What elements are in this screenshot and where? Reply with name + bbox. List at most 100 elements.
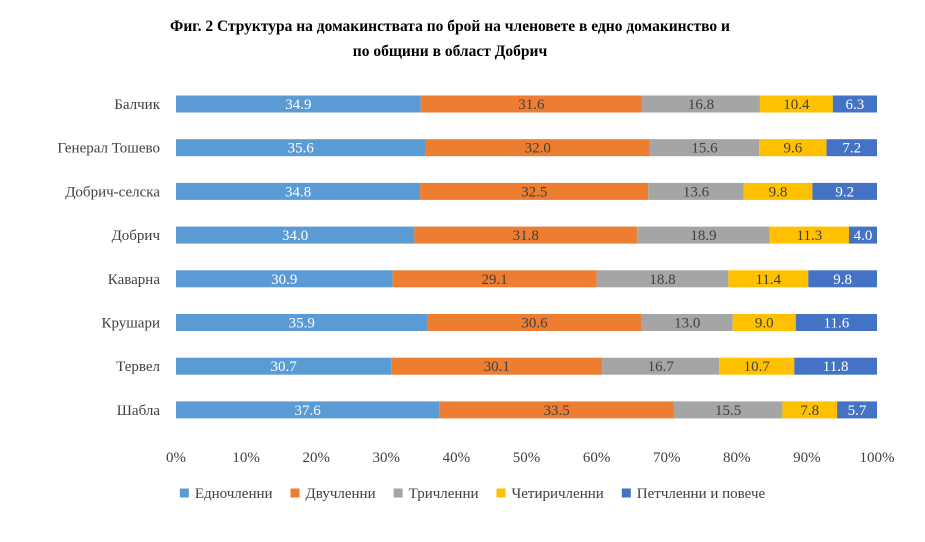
data-label: 4.0 (854, 228, 873, 244)
data-label: 11.3 (797, 228, 823, 244)
category-label: Генерал Тошево (57, 141, 160, 157)
legend-swatch-четиричленни (496, 488, 506, 498)
bar-segment-series-3 (637, 226, 770, 244)
legend-swatch-едночленни (179, 488, 189, 498)
data-label: 9.8 (769, 184, 788, 200)
x-tick-label: 10% (232, 450, 260, 466)
bar-segment-series-1 (176, 95, 421, 113)
legend-swatch-двучленни (290, 488, 300, 498)
bar-segment-series-2 (439, 401, 674, 419)
legend-label: Двучленни (306, 486, 376, 502)
x-tick-label: 30% (373, 450, 401, 466)
bar-segment-series-5 (837, 401, 877, 419)
data-label: 10.4 (783, 97, 810, 113)
data-label: 29.1 (481, 272, 507, 288)
data-label: 35.6 (288, 141, 315, 157)
bar-segment-series-4 (719, 357, 795, 375)
data-label: 6.3 (846, 97, 865, 113)
bar-segment-series-3 (641, 314, 733, 331)
bar-segment-series-5 (794, 357, 877, 375)
data-label: 7.2 (842, 141, 861, 157)
data-label: 35.9 (289, 316, 315, 332)
bar-segment-series-2 (420, 182, 649, 200)
x-tick-label: 0% (166, 450, 186, 466)
bar-segment-series-4 (769, 226, 849, 244)
bar-segment-series-2 (427, 314, 642, 331)
data-label: 30.6 (521, 316, 548, 332)
bar-segment-series-3 (673, 401, 783, 419)
bars-group: 34.9 31.6 16.8 10.4 6.3 35.6 32.0 15.6 9.6 7.2 34.… (176, 95, 877, 419)
data-label: 15.5 (715, 403, 741, 419)
x-tick-label: 60% (583, 450, 611, 466)
data-label: 30.7 (270, 359, 297, 375)
x-tick-label: 40% (443, 450, 471, 466)
data-label: 30.9 (271, 272, 297, 288)
bar-segment-series-1 (176, 401, 440, 419)
x-tick-label: 20% (302, 450, 330, 466)
x-tick-label: 50% (513, 450, 541, 466)
bar-segment-series-1 (176, 270, 393, 288)
data-label: 32.5 (521, 184, 547, 200)
data-label: 5.7 (848, 403, 867, 419)
bar-segment-series-2 (392, 270, 597, 288)
data-label: 37.6 (295, 403, 322, 419)
data-label: 30.1 (484, 359, 510, 375)
bar-segment-series-5 (795, 314, 877, 331)
data-label: 18.8 (649, 272, 675, 288)
data-label: 31.6 (518, 97, 545, 113)
data-label: 9.6 (784, 141, 803, 157)
category-labels: Балчик Генерал Тошево Добрич-селска Добрич К… (57, 97, 160, 419)
data-label: 15.6 (691, 141, 718, 157)
bar-segment-series-2 (391, 357, 603, 375)
data-label: 32.0 (525, 141, 551, 157)
bar-segment-series-4 (759, 139, 827, 157)
bar-segment-series-5 (812, 182, 877, 200)
legend-swatch-тричленни (393, 488, 403, 498)
legend-label: Тричленни (409, 486, 479, 502)
category-label: Крушари (101, 316, 160, 332)
data-label: 13.6 (683, 184, 710, 200)
chart-title-line-2: по общини в област Добрич (352, 43, 548, 60)
data-label: 7.8 (800, 403, 819, 419)
bar-segment-series-4 (743, 182, 813, 200)
bar-segment-series-5 (848, 226, 877, 244)
bar-segment-series-3 (642, 95, 760, 113)
category-label: Балчик (114, 97, 160, 113)
bar-segment-series-1 (176, 357, 392, 375)
bar-segment-series-5 (826, 139, 877, 157)
data-label: 11.6 (824, 316, 850, 332)
legend-swatch-петчленни-и-повече (621, 488, 631, 498)
data-label: 18.9 (690, 228, 716, 244)
bar-segment-series-2 (420, 95, 643, 113)
data-label: 11.8 (823, 359, 849, 375)
chart-title: Фиг. 2 Структура на домакинствата по бро… (0, 14, 900, 64)
data-label: 16.8 (688, 97, 714, 113)
bar-segment-series-4 (759, 95, 833, 113)
data-label: 9.2 (835, 184, 854, 200)
data-label: 16.7 (648, 359, 675, 375)
bar-segment-series-1 (176, 139, 426, 157)
legend-label: Едночленни (195, 486, 273, 502)
bar-segment-series-3 (649, 139, 760, 157)
x-axis: 0% 10% 20% 30% 40% 50% 60% 70% 80% 90% 100% (166, 450, 895, 466)
bar-segment-series-1 (176, 226, 415, 244)
bar-segment-series-1 (176, 314, 428, 331)
category-label: Добрич-селска (65, 184, 160, 200)
data-label: 34.9 (285, 97, 311, 113)
category-label: Каварна (108, 272, 161, 288)
x-tick-label: 90% (793, 450, 821, 466)
bar-segment-series-3 (602, 357, 720, 375)
bar-segment-series-4 (732, 314, 796, 331)
bar-segment-series-4 (728, 270, 809, 288)
bar-segment-series-2 (425, 139, 650, 157)
legend-label: Четиричленни (512, 486, 604, 502)
chart-title-line-1: Фиг. 2 Структура на домакинствата по бро… (170, 18, 730, 35)
data-label: 11.4 (755, 272, 781, 288)
data-label: 33.5 (543, 403, 569, 419)
x-tick-label: 80% (723, 450, 751, 466)
data-label: 34.0 (282, 228, 308, 244)
category-label: Тервел (116, 359, 160, 375)
data-label: 13.0 (674, 316, 700, 332)
data-label: 9.0 (755, 316, 774, 332)
data-label: 34.8 (285, 184, 311, 200)
